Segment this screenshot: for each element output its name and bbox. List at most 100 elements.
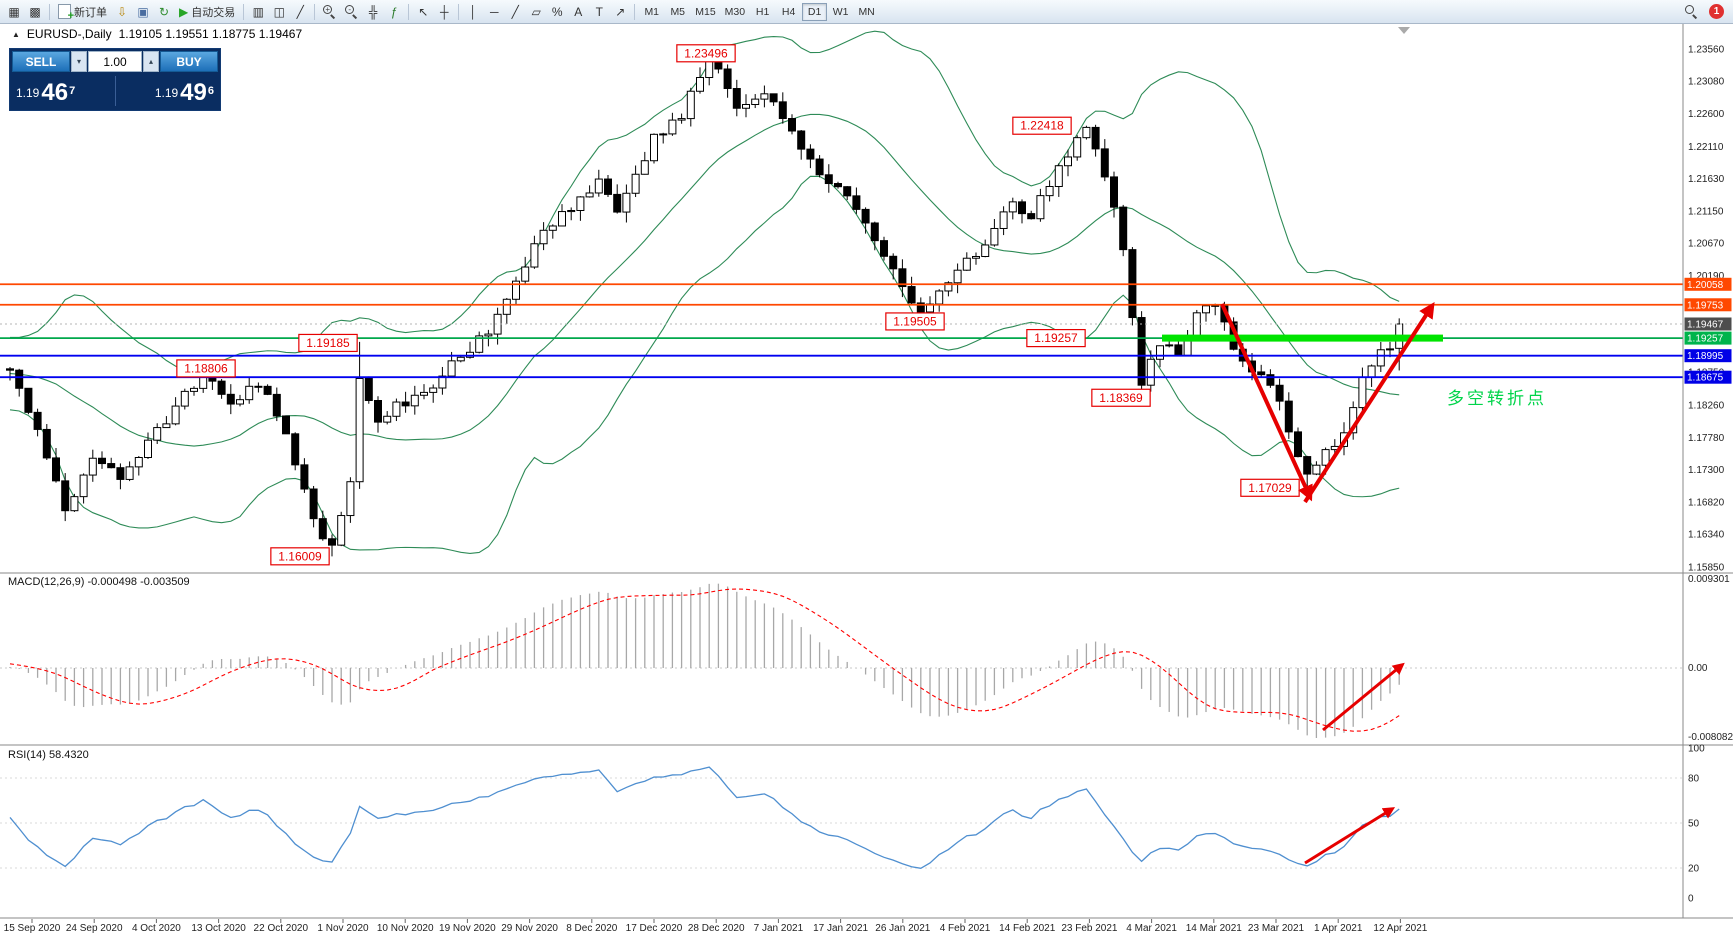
tf-button-M30[interactable]: M30 bbox=[721, 3, 749, 21]
zoom-in-button[interactable]: + bbox=[319, 2, 340, 22]
price-label-annotation[interactable]: 1.19185 bbox=[298, 333, 358, 353]
price-label-annotation[interactable]: 1.18369 bbox=[1091, 388, 1151, 407]
price-tick: 1.22110 bbox=[1688, 142, 1724, 153]
tf-button-M15[interactable]: M15 bbox=[691, 3, 719, 21]
candlestick-button[interactable]: ◫ bbox=[269, 2, 289, 22]
download-button[interactable]: ⇩ bbox=[112, 2, 132, 22]
trend-arrow[interactable] bbox=[1220, 303, 1313, 502]
price-label-annotation[interactable]: 1.19257 bbox=[1026, 328, 1086, 348]
svg-text:1.23496: 1.23496 bbox=[684, 46, 728, 60]
volume-input[interactable] bbox=[88, 51, 142, 72]
chart-shift-marker[interactable] bbox=[1398, 27, 1410, 34]
trade-panel-controls: SELL ▾ ▴ BUY bbox=[12, 51, 218, 72]
sell-button[interactable]: SELL bbox=[12, 51, 70, 72]
cursor-button[interactable]: ↖ bbox=[413, 2, 433, 22]
text-button[interactable]: A bbox=[568, 2, 588, 22]
symbol-name: EURUSD-,Daily bbox=[26, 27, 112, 41]
toolbar-separator bbox=[49, 3, 50, 20]
price-tick: 1.23560 bbox=[1688, 45, 1725, 56]
svg-text:1.19753: 1.19753 bbox=[1687, 300, 1724, 311]
label-button[interactable]: T bbox=[589, 2, 609, 22]
time-label: 13 Oct 2020 bbox=[191, 923, 246, 934]
price-annotations[interactable]: 1.23496 1.22418 1.19505 1.19257 1.19185 1.188… bbox=[176, 44, 1300, 566]
time-label: 14 Mar 2021 bbox=[1186, 923, 1243, 934]
label-icon: T bbox=[595, 4, 603, 19]
price-axis-tag: 1.18995 bbox=[1684, 349, 1732, 363]
tf-button-M5[interactable]: M5 bbox=[665, 3, 690, 21]
buy-button[interactable]: BUY bbox=[160, 51, 218, 72]
arrow-button[interactable]: ↗ bbox=[610, 2, 630, 22]
new-order-label: 新订单 bbox=[74, 6, 107, 19]
price-label-annotation[interactable]: 1.17029 bbox=[1240, 478, 1300, 497]
time-label: 14 Feb 2021 bbox=[999, 923, 1056, 934]
indicators-button[interactable]: ƒ bbox=[384, 2, 404, 22]
trend-arrow[interactable] bbox=[1322, 662, 1405, 732]
price-label-annotation[interactable]: 1.22418 bbox=[1012, 116, 1072, 135]
tf-button-D1[interactable]: D1 bbox=[802, 2, 828, 21]
channel-icon: ▱ bbox=[531, 4, 541, 19]
refresh-button[interactable]: ↻ bbox=[154, 2, 174, 22]
volume-down-spinner[interactable]: ▾ bbox=[71, 51, 87, 72]
grid-button[interactable]: ╬ bbox=[363, 2, 383, 22]
support-zone-line[interactable] bbox=[1162, 334, 1443, 342]
trend-arrow[interactable] bbox=[1303, 301, 1435, 504]
buy-price[interactable]: 1.19 49 6 bbox=[118, 74, 219, 108]
macd-signal-line bbox=[9, 588, 1400, 732]
price-tick: 1.16340 bbox=[1688, 530, 1725, 541]
zoom-out-button[interactable]: - bbox=[341, 2, 362, 22]
volume-up-spinner[interactable]: ▴ bbox=[143, 51, 159, 72]
vertical-line-button[interactable]: │ bbox=[463, 2, 483, 22]
time-label: 17 Dec 2020 bbox=[626, 923, 683, 934]
tf-button-W1[interactable]: W1 bbox=[828, 3, 853, 21]
price-axis-tag: 1.19257 bbox=[1684, 331, 1732, 345]
tf-button-MN[interactable]: MN bbox=[854, 3, 879, 21]
price-tick: 1.20670 bbox=[1688, 239, 1725, 250]
time-label: 4 Mar 2021 bbox=[1126, 923, 1177, 934]
note-text[interactable]: 多空转折点 bbox=[1447, 389, 1547, 408]
horizontal-level-lines[interactable] bbox=[0, 27, 1683, 379]
download-icon: ⇩ bbox=[116, 4, 128, 19]
time-label: 4 Oct 2020 bbox=[132, 923, 181, 934]
crosshair-icon: ┼ bbox=[439, 4, 449, 19]
profiles-button[interactable]: ▩ bbox=[25, 2, 45, 22]
time-label: 19 Nov 2020 bbox=[439, 923, 496, 934]
macd-panel bbox=[0, 583, 1683, 738]
price-label-annotation[interactable]: 1.19505 bbox=[885, 312, 945, 331]
sell-price[interactable]: 1.19 46 7 bbox=[12, 74, 113, 108]
bar-chart-button[interactable]: ▥ bbox=[248, 2, 268, 22]
tf-button-H1[interactable]: H1 bbox=[750, 3, 775, 21]
crosshair-button[interactable]: ┼ bbox=[434, 2, 454, 22]
rsi-scale: 0 bbox=[1688, 894, 1694, 905]
svg-text:1.17029: 1.17029 bbox=[1248, 481, 1292, 495]
time-label: 8 Dec 2020 bbox=[566, 923, 618, 934]
accounts-button[interactable]: ▣ bbox=[133, 2, 153, 22]
candlestick-series bbox=[6, 49, 1404, 557]
buy-price-main: 1.19 bbox=[154, 86, 179, 101]
chart-window-button[interactable]: ▦ bbox=[4, 2, 24, 22]
notification-badge[interactable]: 1 bbox=[1709, 4, 1724, 19]
trendline-button[interactable]: ╱ bbox=[505, 2, 525, 22]
tf-button-M1[interactable]: M1 bbox=[639, 3, 664, 21]
tf-button-H4[interactable]: H4 bbox=[776, 3, 801, 21]
toolbar-separator bbox=[314, 3, 316, 20]
fibonacci-button[interactable]: % bbox=[547, 2, 567, 22]
horizontal-line-button[interactable]: ─ bbox=[484, 2, 504, 22]
price-label-annotation[interactable]: 1.18806 bbox=[176, 359, 236, 378]
price-label-annotation[interactable]: 1.23496 bbox=[676, 44, 736, 63]
new-order-button[interactable]: + 新订单 bbox=[54, 2, 111, 22]
rsi-label: RSI(14) 58.4320 bbox=[8, 749, 89, 761]
rsi-scale: 100 bbox=[1688, 744, 1705, 755]
line-chart-button[interactable]: ╱ bbox=[290, 2, 310, 22]
channel-button[interactable]: ▱ bbox=[526, 2, 546, 22]
search-button[interactable] bbox=[1681, 2, 1702, 22]
buy-price-pips: 49 bbox=[180, 79, 207, 106]
autotrade-icon: ▶ bbox=[179, 4, 189, 19]
svg-text:1.19505: 1.19505 bbox=[893, 314, 937, 328]
accounts-icon: ▣ bbox=[137, 4, 149, 19]
autotrade-button[interactable]: ▶ 自动交易 bbox=[175, 2, 239, 22]
trend-arrows[interactable]: 多空转折点 bbox=[1220, 301, 1547, 865]
price-label-annotation[interactable]: 1.16009 bbox=[270, 547, 330, 566]
svg-text:1.19185: 1.19185 bbox=[306, 336, 350, 350]
trend-arrow[interactable] bbox=[1304, 807, 1396, 865]
